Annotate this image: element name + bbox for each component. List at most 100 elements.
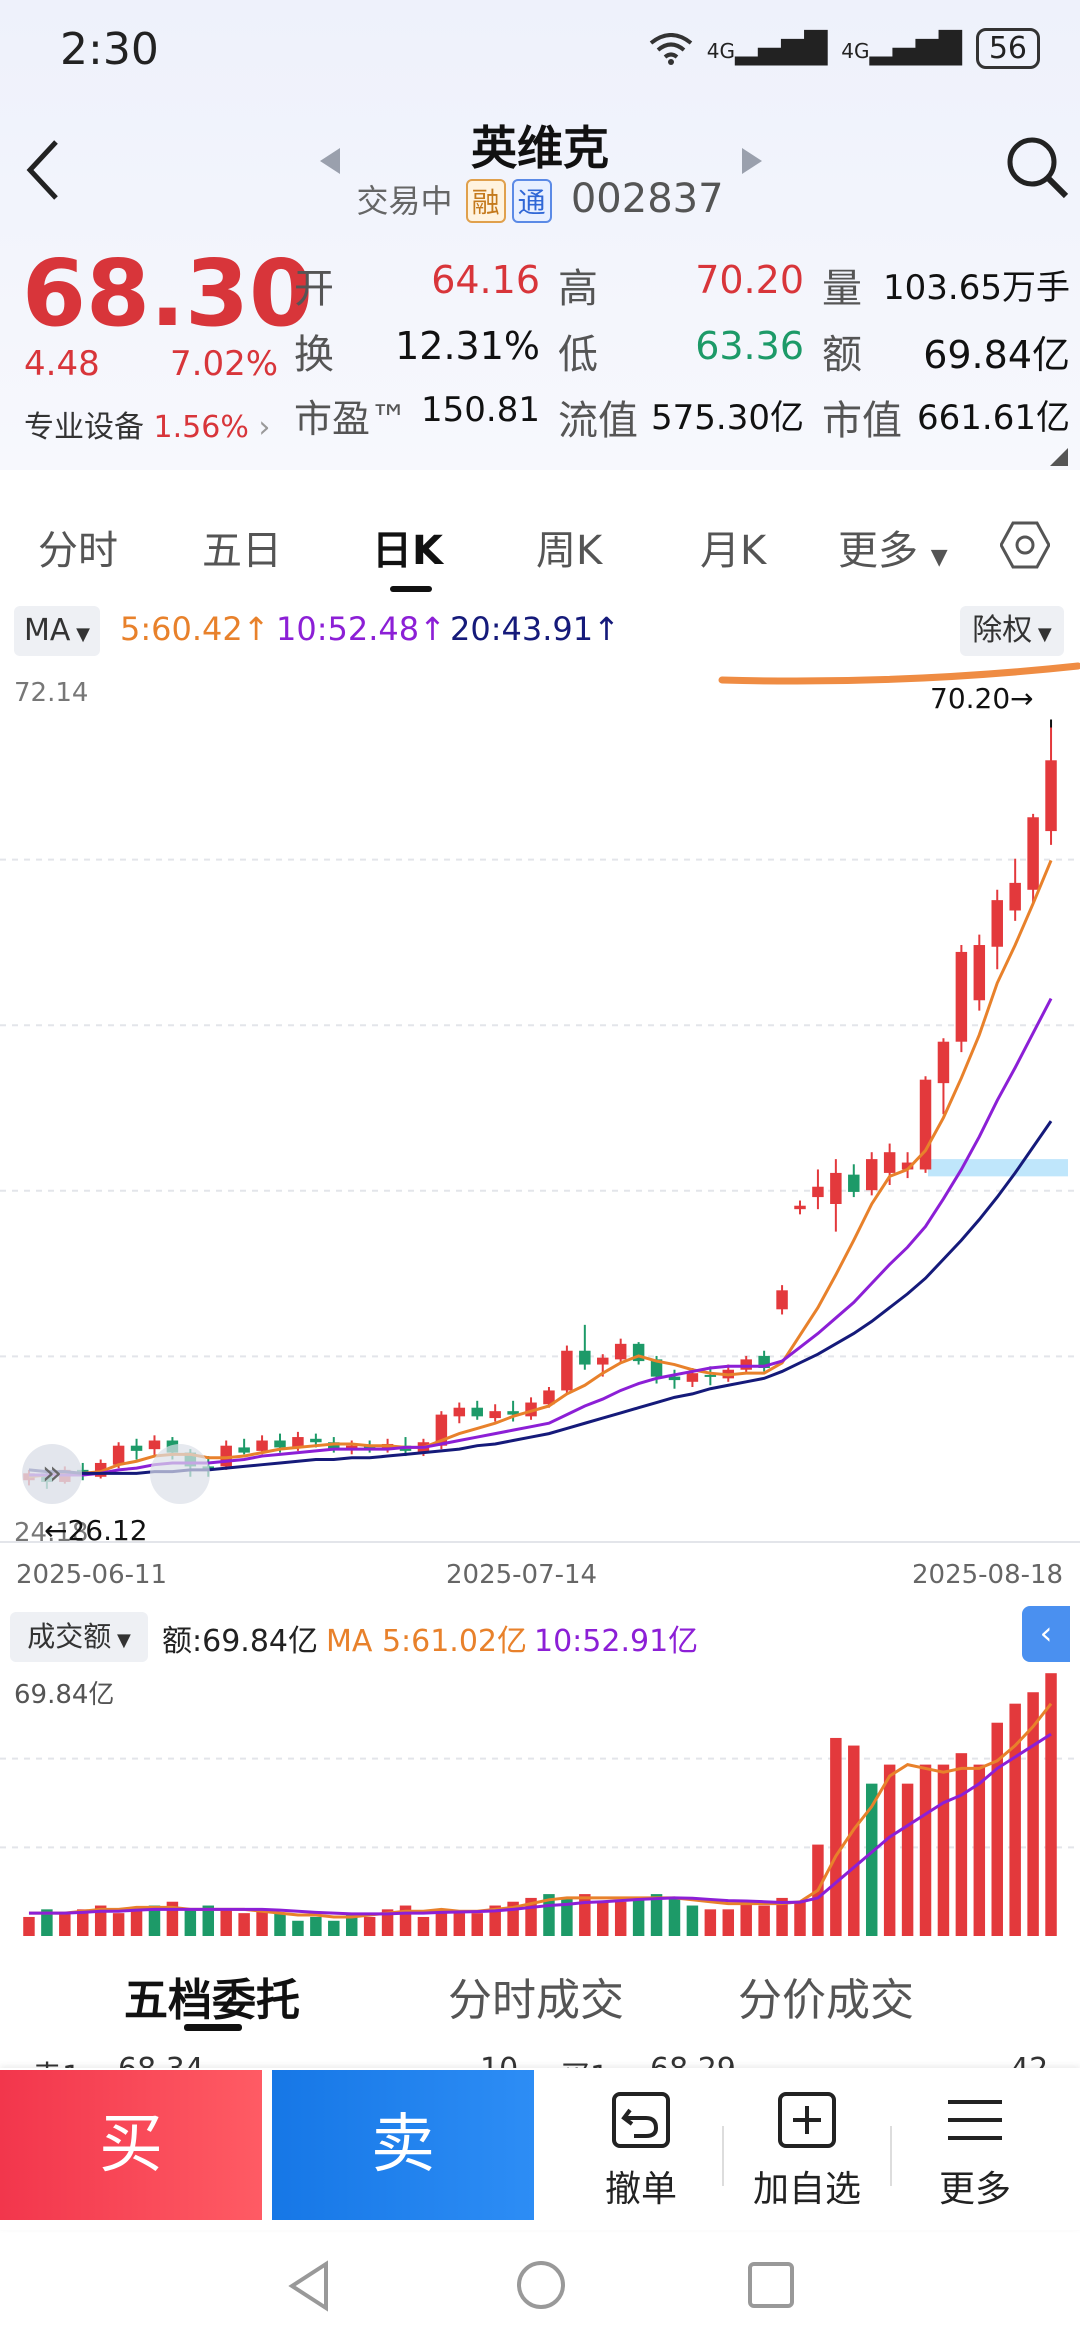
volume-bar [614, 1901, 627, 1936]
candle [1027, 817, 1039, 890]
high-marker: 70.20→ [930, 682, 1034, 715]
volume-bar [740, 1901, 752, 1936]
stock-name: 英维克 [471, 121, 609, 175]
sell-button[interactable]: 卖 [272, 2070, 534, 2220]
tab-monthly-k[interactable]: 月K [700, 528, 767, 574]
volume-bar [1045, 1673, 1057, 1936]
nav-recents-icon[interactable] [746, 2260, 796, 2310]
tab-more[interactable]: 更多 ▼ [838, 528, 948, 574]
candle [883, 1152, 896, 1173]
volume-bar [776, 1897, 788, 1936]
ma20-value: 20:43.91↑ [450, 610, 620, 648]
price-change: 4.48 [24, 344, 100, 384]
scroll-left-icon[interactable]: » [22, 1444, 82, 1504]
volume-indicator-selector[interactable]: 成交额 ▼ [10, 1612, 148, 1662]
indicator-selector[interactable]: MA ▼ [14, 606, 100, 656]
nav-back-icon[interactable] [286, 2260, 334, 2312]
candle [812, 1186, 824, 1198]
divider [890, 2126, 892, 2186]
tab-five-day[interactable]: 五日 [202, 528, 282, 574]
candle [830, 1172, 842, 1204]
more-actions-label: 更多 [938, 2169, 1011, 2210]
next-stock-icon[interactable] [740, 146, 764, 176]
system-nav-bar [0, 2240, 1080, 2340]
volume-bar [220, 1909, 232, 1936]
prev-stock-icon[interactable] [318, 146, 342, 176]
expand-corner-icon[interactable] [1050, 448, 1068, 466]
candle [686, 1373, 699, 1382]
x-label-mid: 2025-07-14 [446, 1560, 598, 1590]
tab-five-level[interactable]: 五档委托 [124, 1975, 300, 2026]
candle [77, 1469, 89, 1474]
volume-bar [561, 1897, 573, 1936]
volume-bar [399, 1905, 412, 1936]
bottom-tab-indicator [184, 2024, 242, 2031]
tab-intraday[interactable]: 分时 [38, 528, 118, 574]
volume-bar [417, 1916, 430, 1936]
volume-bar [830, 1737, 842, 1936]
volume-bar [1009, 1703, 1021, 1936]
signal-icon-2: 4G▂▄▆█ [841, 31, 962, 66]
volume-bar [686, 1905, 699, 1936]
add-watchlist-icon [778, 2092, 836, 2148]
volume-ma5-line [28, 1702, 1053, 1919]
volume-bar [973, 1764, 986, 1936]
sector-link[interactable]: 专业设备 1.56% › [24, 410, 271, 445]
price-change-pct: 7.02% [170, 344, 279, 384]
candle [220, 1445, 232, 1467]
candle [94, 1462, 107, 1477]
candle [112, 1445, 125, 1465]
add-watchlist-button[interactable]: 加自选 [742, 2090, 872, 2212]
candlestick-chart[interactable] [0, 672, 1080, 1552]
volume-bar [94, 1905, 107, 1936]
period-tabs: 分时 五日 日K 周K 月K 更多 ▼ [0, 490, 1080, 600]
cancel-order-icon [612, 2092, 670, 2148]
search-icon[interactable] [1004, 134, 1070, 200]
volume-bar [202, 1905, 215, 1936]
volume-top-label: 69.84亿 [14, 1680, 115, 1710]
pe-label: 市盈™ [294, 397, 409, 441]
candle [794, 1205, 806, 1210]
candle [614, 1343, 627, 1360]
collapse-panel-icon[interactable]: ‹ [1022, 1606, 1070, 1662]
candle [525, 1402, 537, 1417]
cancel-order-button[interactable]: 撤单 [576, 2090, 706, 2212]
candle [919, 1079, 932, 1170]
volume-bar [991, 1722, 1003, 1936]
cancel-order-label: 撤单 [604, 2169, 677, 2210]
candle [848, 1174, 860, 1192]
volume-bar [525, 1897, 537, 1936]
drag-handle[interactable] [150, 1444, 210, 1504]
low-label: 低 [558, 332, 598, 378]
volume-bar [883, 1764, 896, 1936]
tab-price-trades[interactable]: 分价成交 [738, 1975, 914, 2026]
tab-tick-trades[interactable]: 分时成交 [448, 1975, 624, 2026]
volume-bar [363, 1916, 376, 1936]
more-actions-button[interactable]: 更多 [910, 2090, 1040, 2212]
volume-bar [381, 1909, 394, 1936]
volume-bar [722, 1909, 735, 1936]
candle [435, 1414, 448, 1446]
volume-bar [112, 1913, 125, 1936]
volume-bar [310, 1916, 322, 1936]
settings-hex-icon[interactable] [1000, 520, 1050, 570]
volume-bar [579, 1894, 591, 1936]
volume-chart[interactable] [0, 1660, 1080, 1940]
candle [650, 1359, 663, 1377]
candle [148, 1440, 161, 1450]
back-arrow-icon[interactable] [22, 138, 62, 202]
low-value: 63.36 [695, 324, 804, 368]
adjust-selector[interactable]: 除权 ▼ [960, 606, 1064, 656]
volume-bar [23, 1916, 35, 1936]
buy-button[interactable]: 买 [0, 2070, 262, 2220]
current-price: 68.30 [22, 240, 314, 347]
tab-daily-k[interactable]: 日K [372, 528, 443, 574]
amount-label: 额 [822, 332, 862, 378]
candle [1045, 760, 1057, 832]
turnover-label: 换 [294, 332, 334, 378]
volume-bar [148, 1905, 161, 1936]
volume-bar [184, 1909, 197, 1936]
highlight-band [928, 1159, 1068, 1177]
tab-weekly-k[interactable]: 周K [536, 528, 603, 574]
nav-home-icon[interactable] [514, 2258, 568, 2312]
